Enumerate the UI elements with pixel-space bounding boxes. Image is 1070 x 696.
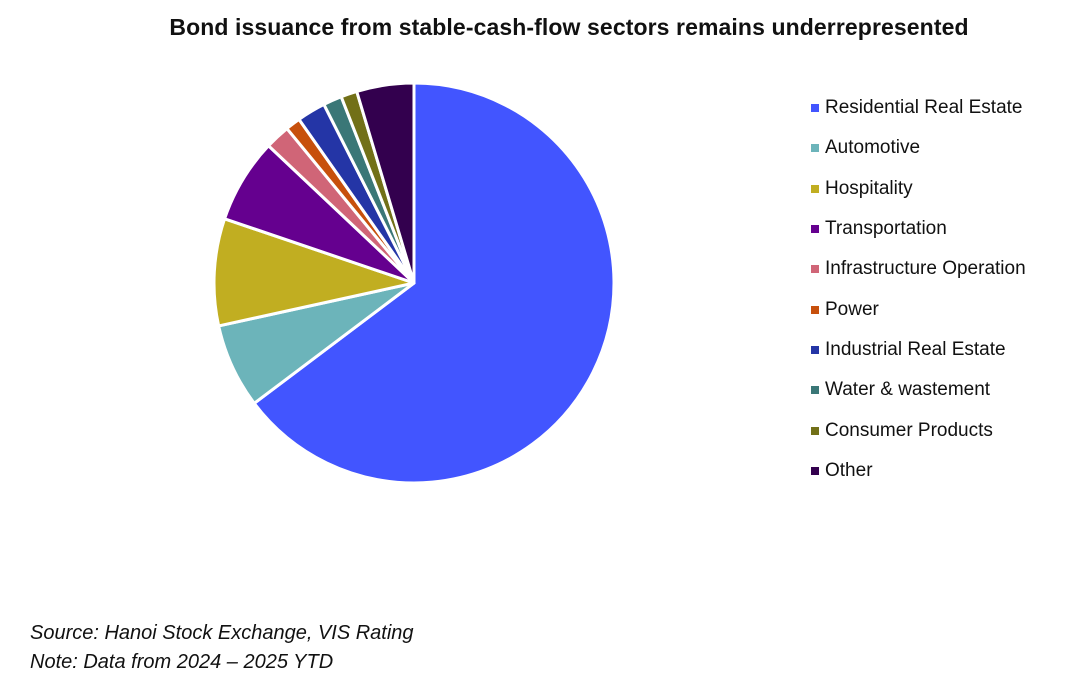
pie-slice-residential-real-estate — [252, 81, 616, 485]
pie-slice-hospitality — [212, 217, 416, 328]
legend-label: Hospitality — [825, 177, 913, 199]
legend-swatch — [811, 265, 819, 274]
legend-swatch — [811, 104, 819, 113]
legend-label: Transportation — [825, 218, 947, 240]
legend-label: Water & wastement — [825, 379, 991, 401]
legend: Residential Real Estate Automotive Hospita… — [811, 88, 1026, 491]
legend-item-hospitality: Hospitality — [811, 169, 1026, 209]
pie-slice-other — [355, 81, 416, 285]
legend-label: Other — [825, 459, 873, 481]
legend-label: Automotive — [825, 137, 921, 159]
legend-swatch — [811, 466, 819, 475]
legend-swatch — [811, 144, 819, 153]
legend-swatch — [811, 184, 819, 193]
legend-label: Consumer Products — [825, 419, 993, 441]
legend-label: Infrastructure Operation — [825, 258, 1026, 280]
legend-label: Residential Real Estate — [825, 97, 1023, 119]
legend-item-automotive: Automotive — [811, 128, 1026, 168]
legend-item-consumer-products: Consumer Products — [811, 410, 1026, 450]
legend-item-infrastructure-operation: Infrastructure Operation — [811, 249, 1026, 289]
source-note: Source: Hanoi Stock Exchange, VIS Rating — [30, 622, 414, 644]
legend-item-transportation: Transportation — [811, 209, 1026, 249]
legend-swatch — [811, 426, 819, 435]
legend-item-residential-real-estate: Residential Real Estate — [811, 88, 1026, 128]
legend-item-power: Power — [811, 289, 1026, 329]
legend-label: Power — [825, 298, 879, 320]
pie-slices — [212, 81, 616, 485]
data-note: Note: Data from 2024 – 2025 YTD — [30, 651, 334, 673]
legend-item-other: Other — [811, 451, 1026, 491]
legend-label: Industrial Real Estate — [825, 338, 1006, 360]
legend-swatch — [811, 305, 819, 314]
legend-item-industrial-real-estate: Industrial Real Estate — [811, 330, 1026, 370]
chart-title: Bond issuance from stable-cash-flow sect… — [169, 14, 969, 40]
legend-item-water-wastement: Water & wastement — [811, 370, 1026, 410]
legend-swatch — [811, 225, 819, 234]
legend-swatch — [811, 386, 819, 395]
legend-swatch — [811, 345, 819, 354]
